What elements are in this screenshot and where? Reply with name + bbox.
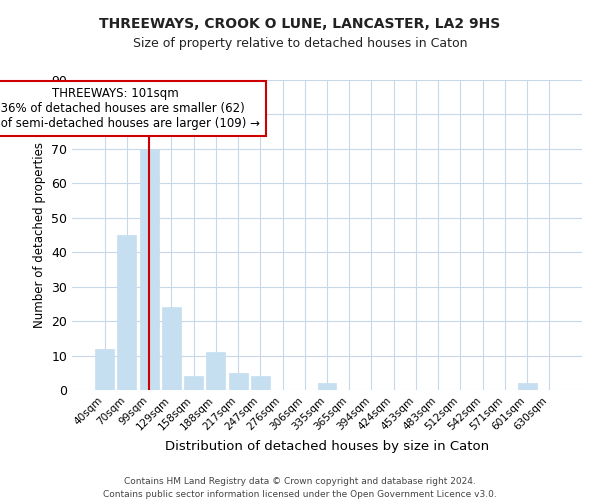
Text: THREEWAYS: 101sqm
← 36% of detached houses are smaller (62)
63% of semi-detached: THREEWAYS: 101sqm ← 36% of detached hous…	[0, 87, 260, 130]
Text: Contains HM Land Registry data © Crown copyright and database right 2024.: Contains HM Land Registry data © Crown c…	[124, 478, 476, 486]
Text: Contains public sector information licensed under the Open Government Licence v3: Contains public sector information licen…	[103, 490, 497, 499]
Bar	[95, 348, 114, 390]
X-axis label: Distribution of detached houses by size in Caton: Distribution of detached houses by size …	[165, 440, 489, 453]
Bar	[229, 373, 248, 390]
Bar	[206, 352, 225, 390]
Bar	[140, 149, 158, 390]
Bar	[317, 383, 337, 390]
Text: Size of property relative to detached houses in Caton: Size of property relative to detached ho…	[133, 38, 467, 51]
Bar	[118, 235, 136, 390]
Y-axis label: Number of detached properties: Number of detached properties	[32, 142, 46, 328]
Bar	[518, 383, 536, 390]
Bar	[251, 376, 270, 390]
Bar	[184, 376, 203, 390]
Text: THREEWAYS, CROOK O LUNE, LANCASTER, LA2 9HS: THREEWAYS, CROOK O LUNE, LANCASTER, LA2 …	[100, 18, 500, 32]
Bar	[162, 308, 181, 390]
